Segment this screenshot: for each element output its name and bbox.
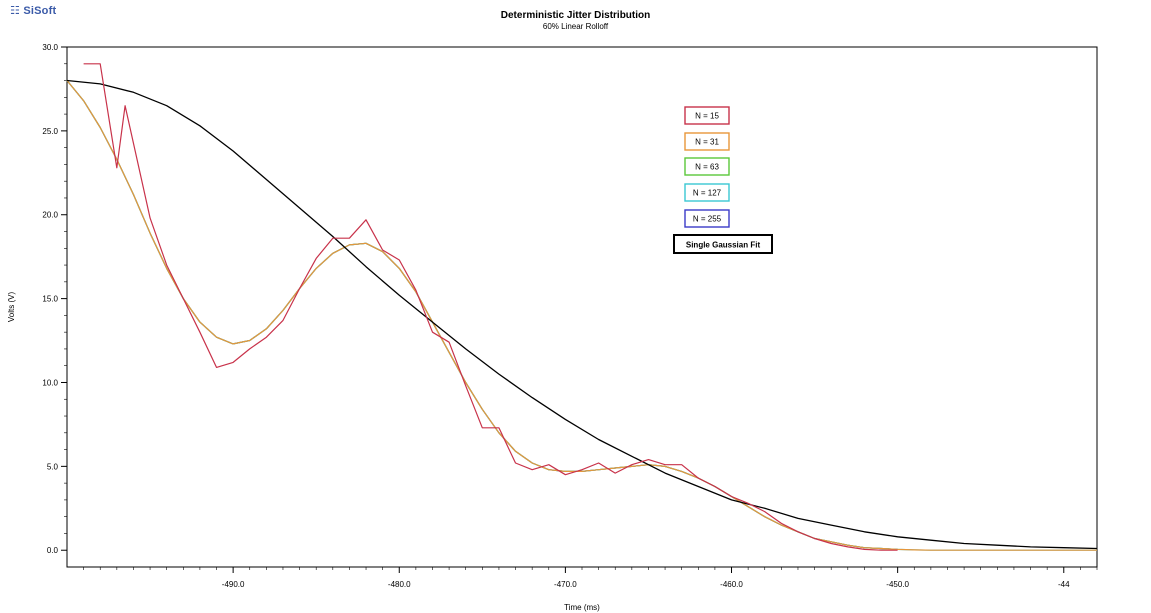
- legend-label: N = 15: [695, 112, 719, 121]
- y-tick-label: 20.0: [42, 211, 58, 220]
- legend-swatch-box: [684, 157, 730, 176]
- y-axis-label: Volts (V): [7, 292, 16, 323]
- logo-grid-icon: ☷: [10, 5, 21, 17]
- y-tick-label: 15.0: [42, 295, 58, 304]
- legend-swatch-box: [673, 234, 773, 254]
- x-tick-label: -460.0: [720, 580, 743, 589]
- y-tick-label: 30.0: [42, 43, 58, 52]
- x-tick-label: -470.0: [554, 580, 577, 589]
- axis-ticks: -490.0 -480.0 -470.0 -460.0 -450.0 -44 0.0 5.0 1…: [42, 43, 1070, 589]
- legend-item: N = 127: [684, 183, 730, 202]
- legend-item-gaussian: Single Gaussian Fit: [673, 234, 773, 254]
- series-line-single-gaussian-fit: [66, 79, 1098, 550]
- x-tick-label: -450.0: [886, 580, 909, 589]
- series-lines: [66, 63, 1098, 551]
- logo-text: SiSoft: [23, 5, 57, 17]
- x-tick-label: -480.0: [388, 580, 411, 589]
- x-tick-label: -490.0: [222, 580, 245, 589]
- legend-item: N = 63: [684, 157, 730, 176]
- legend-label: N = 127: [693, 189, 722, 198]
- legend-swatch-box: [684, 209, 730, 228]
- legend-swatch-box: [684, 106, 730, 125]
- legend-item: N = 31: [684, 132, 730, 151]
- legend-swatch-box: [684, 183, 730, 202]
- y-tick-label: 10.0: [42, 378, 58, 387]
- y-tick-label: 5.0: [47, 462, 59, 471]
- plot-area: [66, 46, 1098, 568]
- y-tick-label: 25.0: [42, 127, 58, 136]
- y-tick-label: 0.0: [47, 546, 59, 555]
- sisoft-logo: ☷ SiSoft: [10, 4, 56, 17]
- legend-item: N = 15: [684, 106, 730, 125]
- x-axis-label: Time (ms): [564, 603, 600, 612]
- legend-item: N = 255: [684, 209, 730, 228]
- legend-label: N = 255: [693, 215, 722, 224]
- chart-subtitle: 60% Linear Rolloff: [542, 22, 609, 31]
- legend-label: N = 31: [695, 138, 719, 147]
- series-line-n-15: [83, 63, 898, 551]
- legend: N = 15 N = 31 N = 63 N = 127 N = 255 Single G…: [673, 106, 773, 254]
- legend-label: N = 63: [695, 163, 719, 172]
- minor-ticks: [64, 63, 1098, 570]
- series-line-n-31: [66, 80, 1097, 551]
- legend-label: Single Gaussian Fit: [686, 241, 761, 250]
- legend-swatch-box: [684, 132, 730, 151]
- chart-title: Deterministic Jitter Distribution: [500, 10, 651, 21]
- x-tick-label: -44: [1058, 580, 1070, 589]
